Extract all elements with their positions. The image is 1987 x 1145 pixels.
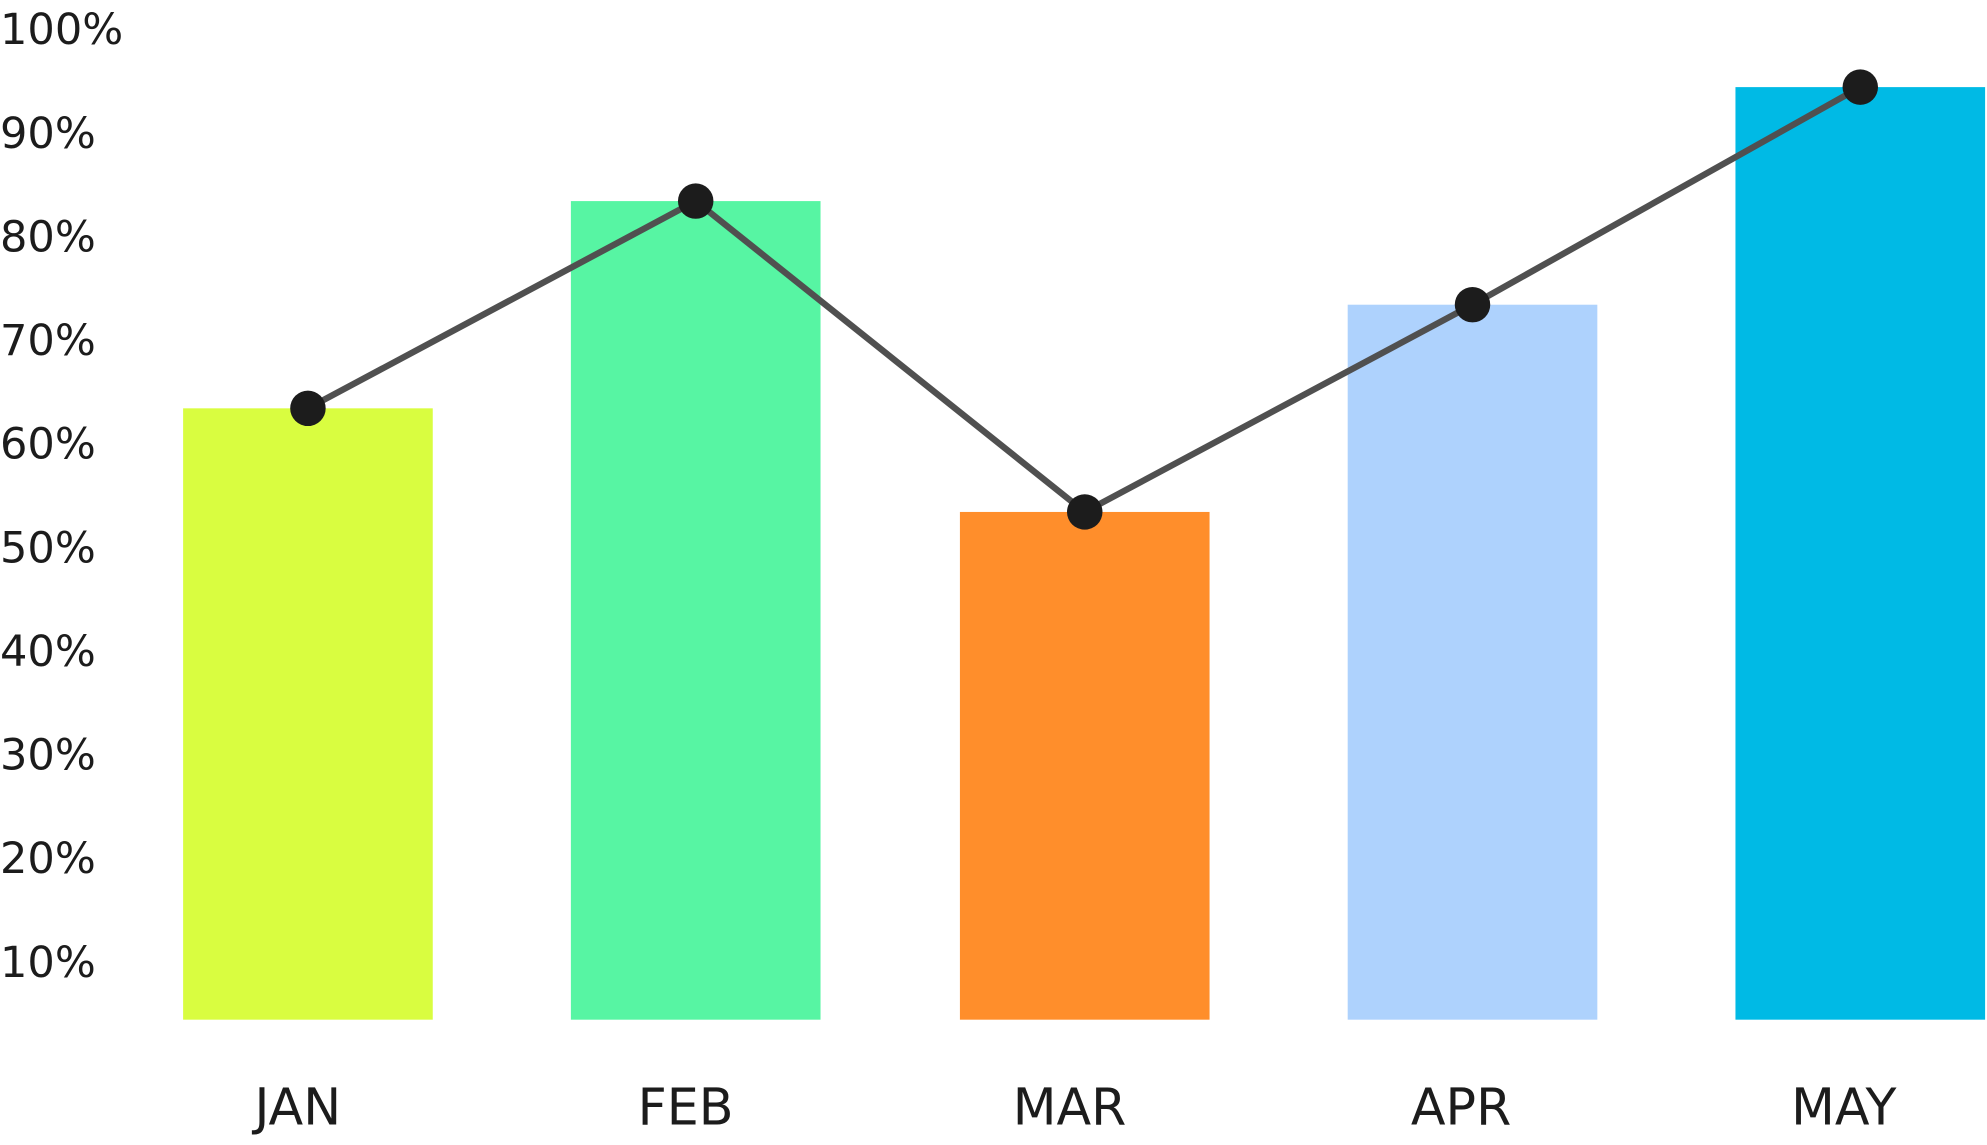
x-tick-label: MAR (1013, 1077, 1127, 1136)
bar-jan (183, 408, 433, 1020)
y-tick-label: 70% (0, 316, 96, 366)
x-tick-label: FEB (638, 1077, 734, 1136)
trend-line (306, 84, 1862, 516)
y-axis: 10% 20% 30% 40% 50% 60% 70% 80% 90% 100% (0, 5, 123, 988)
y-tick-label: 40% (0, 627, 96, 677)
bar-feb (570, 201, 821, 1020)
point-apr (1454, 286, 1491, 323)
x-tick-label: MAY (1791, 1077, 1897, 1136)
y-tick-label: 80% (0, 213, 96, 263)
x-tick-label: APR (1411, 1077, 1511, 1136)
x-axis: JAN FEB MAR APR MAY (251, 1077, 1897, 1136)
y-tick-label: 60% (0, 420, 96, 470)
point-mar (1066, 494, 1103, 530)
line-group (290, 69, 1879, 530)
point-jan (290, 390, 326, 427)
y-tick-label: 90% (0, 109, 96, 159)
point-may (1842, 69, 1879, 105)
y-tick-label: 20% (0, 834, 96, 884)
y-tick-label: 30% (0, 731, 96, 781)
bar-apr (1347, 304, 1598, 1020)
y-tick-label: 50% (0, 523, 96, 573)
point-feb (677, 183, 714, 219)
y-tick-label: 100% (0, 5, 123, 55)
bar-may (1735, 87, 1986, 1020)
y-tick-label: 10% (0, 938, 96, 988)
x-tick-label: JAN (251, 1077, 341, 1136)
bar-mar (959, 511, 1210, 1020)
bars-group (183, 87, 1986, 1020)
